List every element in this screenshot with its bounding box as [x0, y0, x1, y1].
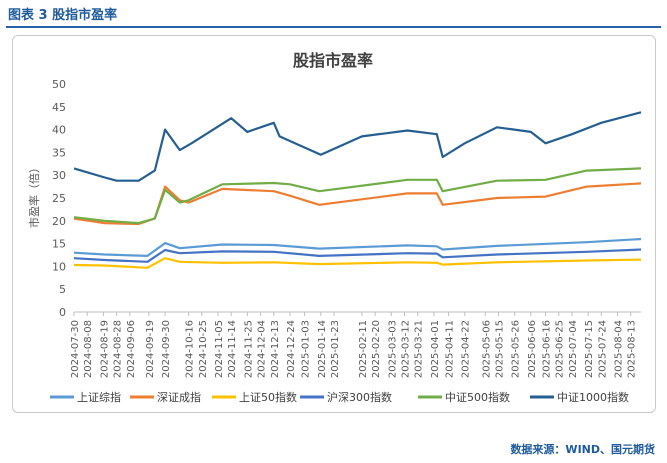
legend-item: 中证500指数	[418, 390, 510, 404]
series-line-300	[73, 248, 642, 263]
legend-label: 沪深300指数	[327, 390, 392, 404]
legend-item: 深证成指	[130, 390, 201, 404]
x-tick-label: 2024-10-16	[185, 320, 196, 378]
title-divider	[6, 26, 661, 28]
x-tick-label: 2025-01-14	[317, 320, 328, 378]
x-tick-label: 2025-04-22	[461, 320, 472, 378]
x-tick-label: 2025-02-20	[371, 320, 382, 378]
axes: 0 5 10 15 20 25 30 35 40 45 50 2024-07-30 2024-08-08…	[52, 78, 641, 378]
x-tick-label: 2025-05-06	[481, 320, 492, 378]
x-tick-label: 2025-08-04	[613, 320, 624, 378]
x-tick-label: 2024-11-05	[214, 320, 225, 378]
x-tick-label: 2024-12-24	[286, 320, 297, 378]
legend-item: 沪深300指数	[300, 390, 392, 404]
x-tick-label: 2025-06-16	[542, 320, 553, 378]
x-tick-label: 2025-03-21	[414, 320, 425, 378]
y-tick-label: 0	[59, 306, 66, 319]
chart-title: 股指市盈率	[293, 51, 373, 70]
x-tick-label: 2025-04-11	[445, 320, 456, 378]
x-tick-label: 2024-09-30	[161, 320, 172, 378]
y-tick-label: 15	[52, 238, 66, 251]
y-tick-label: 30	[52, 169, 66, 182]
y-tick-label: 40	[52, 124, 66, 137]
x-tick-label: 2025-07-24	[597, 320, 608, 378]
figure-title: 图表 3 股指市盈率	[8, 8, 118, 23]
series-line-series	[73, 237, 642, 257]
series-line-500	[73, 167, 642, 225]
x-tick-label: 2024-08-19	[99, 320, 110, 378]
x-tick-label: 2024-12-04	[257, 320, 268, 378]
y-tick-label: 35	[52, 146, 66, 159]
legend-label: 中证1000指数	[557, 390, 629, 404]
x-tick-label: 2025-08-13	[627, 320, 638, 378]
y-tick-label: 10	[52, 260, 66, 273]
x-tick-label: 2024-10-25	[198, 320, 209, 378]
x-tick-label: 2025-05-15	[495, 320, 506, 378]
legend-item: 上证综指	[50, 390, 121, 404]
y-axis-label: 市盈率（倍）	[27, 162, 41, 228]
data-source-note: 数据来源：WIND、国元期货	[510, 443, 655, 456]
x-tick-label: 2025-02-11	[358, 320, 369, 378]
legend-label: 深证成指	[157, 390, 201, 404]
x-tick-label: 2025-01-23	[330, 320, 341, 378]
x-tick-label: 2024-09-06	[126, 320, 137, 378]
legend-label: 上证综指	[77, 390, 121, 404]
x-tick-label: 2025-06-06	[527, 320, 538, 378]
x-tick-label: 2025-01-03	[301, 320, 312, 378]
series-lines	[73, 111, 642, 269]
x-tick-label: 2024-11-25	[243, 320, 254, 378]
x-tick-label: 2025-04-01	[430, 320, 441, 378]
x-tick-label: 2024-11-14	[227, 320, 238, 378]
x-tick-label: 2024-08-08	[83, 320, 94, 378]
x-tick-label: 2024-12-13	[270, 320, 281, 378]
x-tick-label: 2025-05-26	[511, 320, 522, 378]
y-tick-label: 5	[59, 283, 66, 296]
x-tick-label: 2025-03-12	[401, 320, 412, 378]
legend-item: 上证50指数	[212, 390, 297, 404]
x-tick-label: 2025-03-03	[387, 320, 398, 378]
x-tick-label: 2025-07-04	[568, 320, 579, 378]
y-tick-label: 45	[52, 101, 66, 114]
series-line-50	[73, 257, 642, 269]
legend-label: 中证500指数	[445, 390, 510, 404]
y-tick-label: 25	[52, 192, 66, 205]
x-tick-label: 2024-09-19	[145, 320, 156, 378]
x-tick-label: 2025-06-25	[555, 320, 566, 378]
y-tick-label: 50	[52, 78, 66, 91]
legend-label: 上证50指数	[239, 390, 297, 404]
series-line-1000	[73, 111, 642, 182]
legend-item: 中证1000指数	[530, 390, 629, 404]
x-tick-label: 2025-07-15	[584, 320, 595, 378]
x-tick-label: 2024-07-30	[70, 320, 81, 378]
x-tick-label: 2024-08-28	[113, 320, 124, 378]
legend: 上证综指 深证成指 上证50指数 沪深300指数 中证500指数 中证1000指数	[50, 390, 629, 404]
y-tick-label: 20	[52, 215, 66, 228]
